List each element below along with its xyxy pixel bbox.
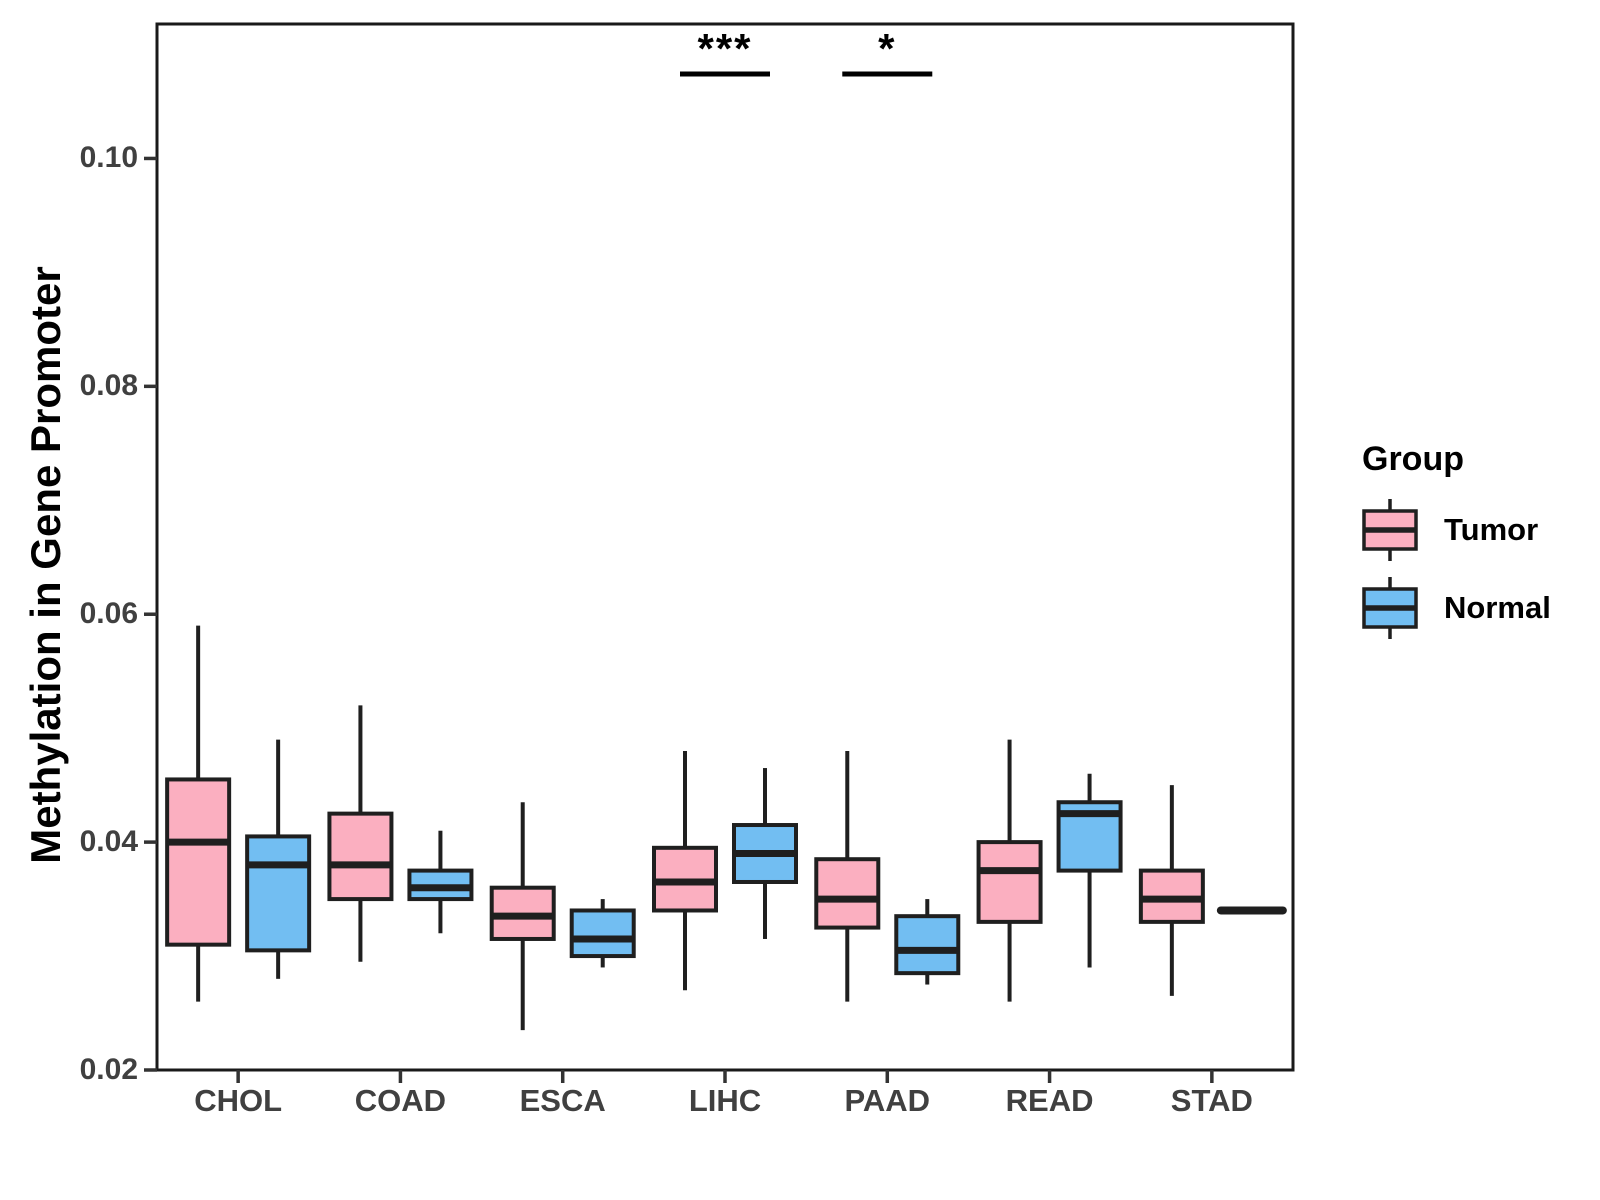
y-tick-label: 0.10 [79, 141, 138, 175]
legend-title: Group [1362, 440, 1464, 478]
legend-label: Normal [1444, 590, 1551, 625]
legend-boxplot-glyph [1362, 577, 1418, 639]
x-tick-label: CHOL [194, 1083, 283, 1118]
y-tick-label: 0.06 [79, 597, 138, 631]
significance-label: * [878, 25, 897, 72]
y-tick-label: 0.08 [79, 369, 138, 403]
legend-boxplot-glyph [1362, 499, 1418, 561]
y-axis-title: Methylation in Gene Promoter [22, 266, 69, 864]
x-tick-label: STAD [1170, 1083, 1253, 1118]
x-tick-label: LIHC [688, 1083, 762, 1118]
y-tick-label: 0.02 [79, 1053, 138, 1086]
panel-border [155, 22, 1295, 1072]
legend: Group Tumor Normal [1360, 440, 1551, 653]
box-tumor [165, 777, 232, 947]
x-tick-label: COAD [354, 1083, 447, 1118]
legend-label: Tumor [1444, 512, 1539, 547]
significance-label: *** [697, 25, 753, 72]
box-tumor [327, 811, 394, 902]
legend-entry-tumor: Tumor [1360, 497, 1551, 563]
x-tick-label: READ [1005, 1083, 1094, 1118]
box-tumor [814, 857, 881, 930]
box-normal [894, 914, 961, 976]
box-normal [245, 834, 312, 953]
box-normal [569, 908, 636, 959]
x-tick-label: PAAD [844, 1083, 931, 1118]
legend-entries: Tumor Normal [1360, 497, 1551, 641]
legend-entry-normal: Normal [1360, 575, 1551, 641]
x-tick-label: ESCA [519, 1083, 606, 1118]
box-tumor [976, 840, 1043, 924]
y-tick-label: 0.04 [79, 825, 138, 859]
